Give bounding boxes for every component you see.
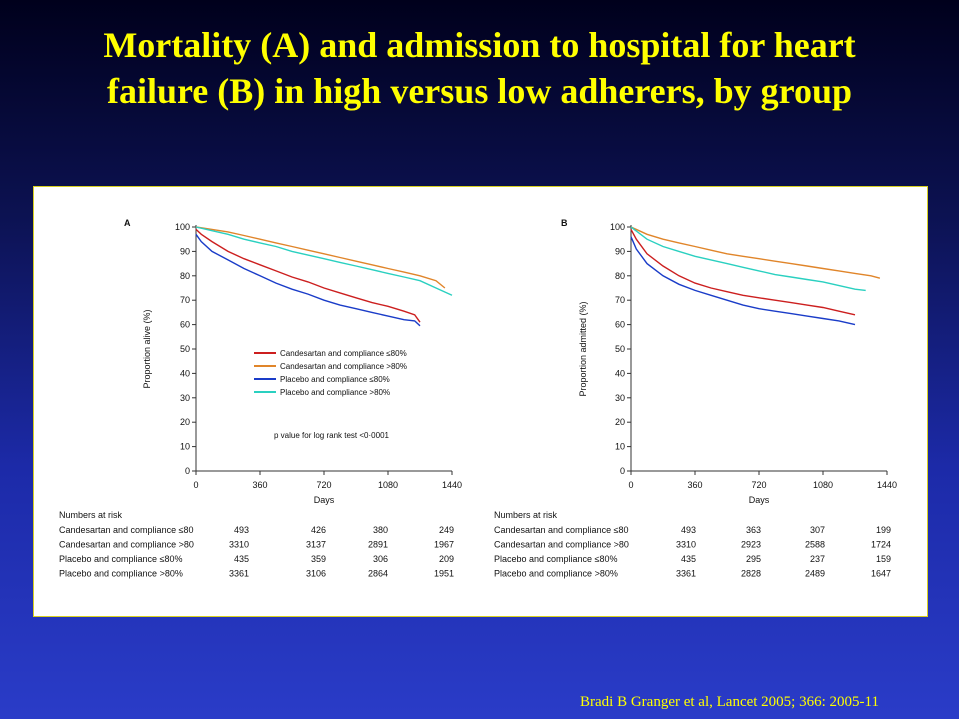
panel-a-y-axis-label: Proportion alive (%) [142,309,152,388]
panel-a-risk-row-label: Candesartan and compliance ≤80 [59,525,194,535]
panel-a-risk-value: 1967 [434,540,454,550]
panel-b-y-tick-label: 30 [615,393,625,403]
panel-b-letter: B [561,218,568,228]
panel-a-risk-value: 306 [373,554,388,564]
panel-a-risk-value: 3310 [229,540,249,550]
panel-b-risk-value: 3310 [676,540,696,550]
panel-a-risk-value: 3361 [229,569,249,579]
panel-b-x-tick-label: 720 [751,480,766,490]
panel-b-y-tick-label: 100 [610,222,625,232]
panel-b-y-tick-label: 60 [615,320,625,330]
panel-a-y-tick-label: 100 [175,222,190,232]
panel-b-risk-value: 2489 [805,569,825,579]
panel-a-y-tick-label: 20 [180,417,190,427]
panel-b-risk-value: 2923 [741,540,761,550]
panel-a-risk-value: 435 [234,554,249,564]
figure-panel: A 0 10 20 30 40 50 60 70 80 90 100 0 360 720 1080 1440 Da… [33,186,928,617]
panel-a-legend-label: Candesartan and compliance >80% [280,362,407,371]
panel-b-risk-row-label: Candesartan and compliance >80 [494,540,629,550]
panel-a-risk-value: 1951 [434,569,454,579]
panel-b-risk-row-label: Candesartan and compliance ≤80 [494,525,629,535]
panel-b-risk-value: 435 [681,554,696,564]
panel-b-y-tick-label: 90 [615,246,625,256]
panel-a-risk-value: 2864 [368,569,388,579]
panel-a-legend-label: Placebo and compliance >80% [280,388,390,397]
panel-b-y-tick-label: 10 [615,442,625,452]
panel-a-x-tick-label: 360 [252,480,267,490]
panel-a-x-tick-label: 720 [316,480,331,490]
panel-b-risk-row-label: Placebo and compliance ≤80% [494,554,618,564]
panel-b-y-tick-label: 70 [615,295,625,305]
panel-a-series-line-1 [195,228,421,323]
citation: Bradi B Granger et al, Lancet 2005; 366:… [580,694,879,710]
panel-b-risk-value: 307 [810,525,825,535]
panel-b-risk-value: 493 [681,525,696,535]
panel-a-legend-label: Placebo and compliance ≤80% [280,375,390,384]
panel-a-risk-value: 2891 [368,540,388,550]
panel-a-risk-row-label: Placebo and compliance >80% [59,569,183,579]
panel-b-y-tick-label: 20 [615,417,625,427]
slide-title-line-2: failure (B) in high versus low adherers,… [106,71,853,111]
panel-b-x-tick-label: 1080 [813,480,833,490]
panel-a-log-rank-annotation: p value for log rank test <0·0001 [274,431,390,440]
panel-a-y-tick-label: 50 [180,344,190,354]
panel-a-letter: A [124,218,131,228]
panel-a-x-tick-label: 0 [193,480,198,490]
panel-a-y-tick-label: 70 [180,295,190,305]
panel-b-risk-value: 1724 [871,540,891,550]
panel-a-y-tick-label: 10 [180,442,190,452]
panel-a-risk-value: 380 [373,525,388,535]
panel-a-series-line-3 [195,233,421,327]
panel-b-risk-row-label: Placebo and compliance >80% [494,569,618,579]
panel-b-risk-table-header: Numbers at risk [494,510,558,520]
panel-b-y-tick-label: 0 [620,466,625,476]
panel-b-x-tick-label: 1440 [877,480,897,490]
slide-title-line-1: Mortality (A) and admission to hospital … [103,25,856,65]
panel-a-x-tick-label: 1080 [378,480,398,490]
panel-b-risk-value: 3361 [676,569,696,579]
panel-a-risk-value: 3137 [306,540,326,550]
slide-title: Mortality (A) and admission to hospital … [0,22,959,114]
panel-a-risk-row-label: Candesartan and compliance >80 [59,540,194,550]
panel-b-series-line-2 [630,226,881,279]
panel-b-series-line-3 [630,236,856,326]
panel-a-y-tick-label: 90 [180,246,190,256]
panel-b-x-axis-label: Days [749,495,770,505]
panel-a-series-line-4 [195,226,453,296]
panel-a-x-axis-label: Days [314,495,335,505]
panel-a-risk-value: 426 [311,525,326,535]
panel-a-risk-value: 493 [234,525,249,535]
panel-a-y-tick-label: 0 [185,466,190,476]
panel-b-risk-value: 199 [876,525,891,535]
panel-b-y-tick-label: 50 [615,344,625,354]
panel-a-risk-value: 209 [439,554,454,564]
panel-a-risk-table-header: Numbers at risk [59,510,123,520]
panel-b-risk-value: 363 [746,525,761,535]
panel-a-y-tick-label: 80 [180,271,190,281]
panel-b-risk-value: 295 [746,554,761,564]
panel-b-series-line-1 [630,229,856,316]
panel-b-y-tick-label: 40 [615,368,625,378]
panel-a-risk-row-label: Placebo and compliance ≤80% [59,554,183,564]
panel-b-x-tick-label: 0 [628,480,633,490]
panel-b-risk-value: 159 [876,554,891,564]
panel-b-risk-value: 237 [810,554,825,564]
panel-b-risk-value: 1647 [871,569,891,579]
panel-b-y-axis-label: Proportion admitted (%) [578,301,588,396]
panel-b-risk-value: 2588 [805,540,825,550]
panel-b-series-line-4 [630,226,866,292]
panel-a-y-tick-label: 30 [180,393,190,403]
panel-a-series-line-2 [195,226,446,289]
panel-a-legend-label: Candesartan and compliance ≤80% [280,349,407,358]
panel-a-y-tick-label: 60 [180,320,190,330]
panel-b-x-tick-label: 360 [687,480,702,490]
panel-a-risk-value: 3106 [306,569,326,579]
panel-b-y-tick-label: 80 [615,271,625,281]
panel-b-risk-value: 2828 [741,569,761,579]
panel-a-risk-value: 249 [439,525,454,535]
panel-a-risk-value: 359 [311,554,326,564]
panel-a-y-tick-label: 40 [180,368,190,378]
panel-a-x-tick-label: 1440 [442,480,462,490]
